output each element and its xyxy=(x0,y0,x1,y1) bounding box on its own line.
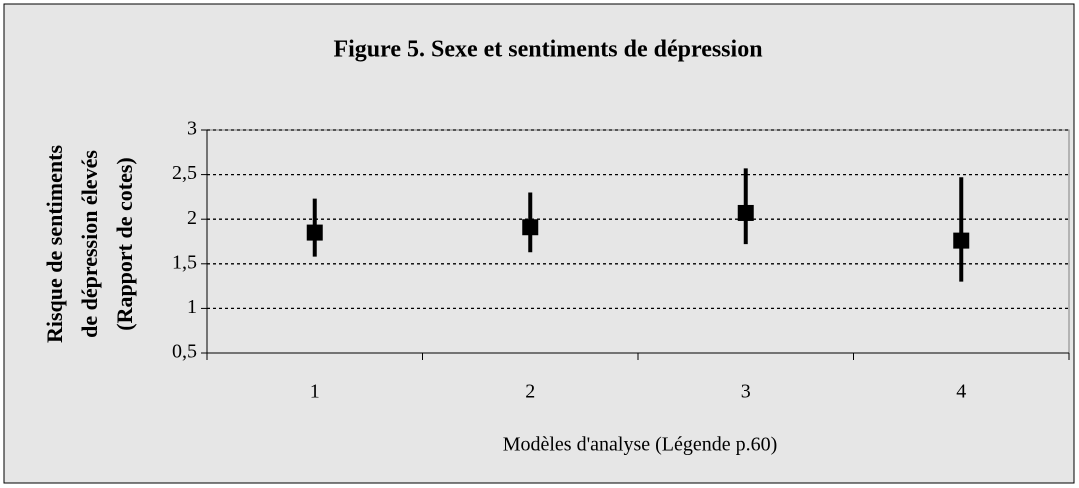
point-marker xyxy=(522,219,539,236)
x-axis-label: Modèles d'analyse (Légende p.60) xyxy=(503,434,778,456)
chart-title: Figure 5. Sexe et sentiments de dépressi… xyxy=(333,37,762,63)
point-marker xyxy=(737,204,754,221)
y-tick-label: 2 xyxy=(187,207,197,229)
y-axis-label: Risque de sentiments de dépression élevé… xyxy=(42,145,137,343)
y-tick-label: 0,5 xyxy=(172,341,197,363)
y-tick-label: 3 xyxy=(187,118,197,140)
y-tick-label: 2,5 xyxy=(172,162,197,184)
y-tick-label: 1 xyxy=(187,296,197,318)
plot-area xyxy=(206,129,1070,354)
y-axis-label-line: de dépression élevés xyxy=(77,150,102,338)
y-axis-label-line: (Rapport de cotes) xyxy=(112,157,137,331)
y-axis-label-line: Risque de sentiments xyxy=(42,145,67,343)
y-tick-label: 1,5 xyxy=(172,251,197,273)
x-tick-label: 3 xyxy=(741,381,751,403)
x-tick-label: 4 xyxy=(956,381,966,403)
x-tick-label: 2 xyxy=(525,381,535,403)
point-marker xyxy=(306,224,323,241)
point-marker xyxy=(953,232,970,249)
x-tick-label: 1 xyxy=(310,381,320,403)
